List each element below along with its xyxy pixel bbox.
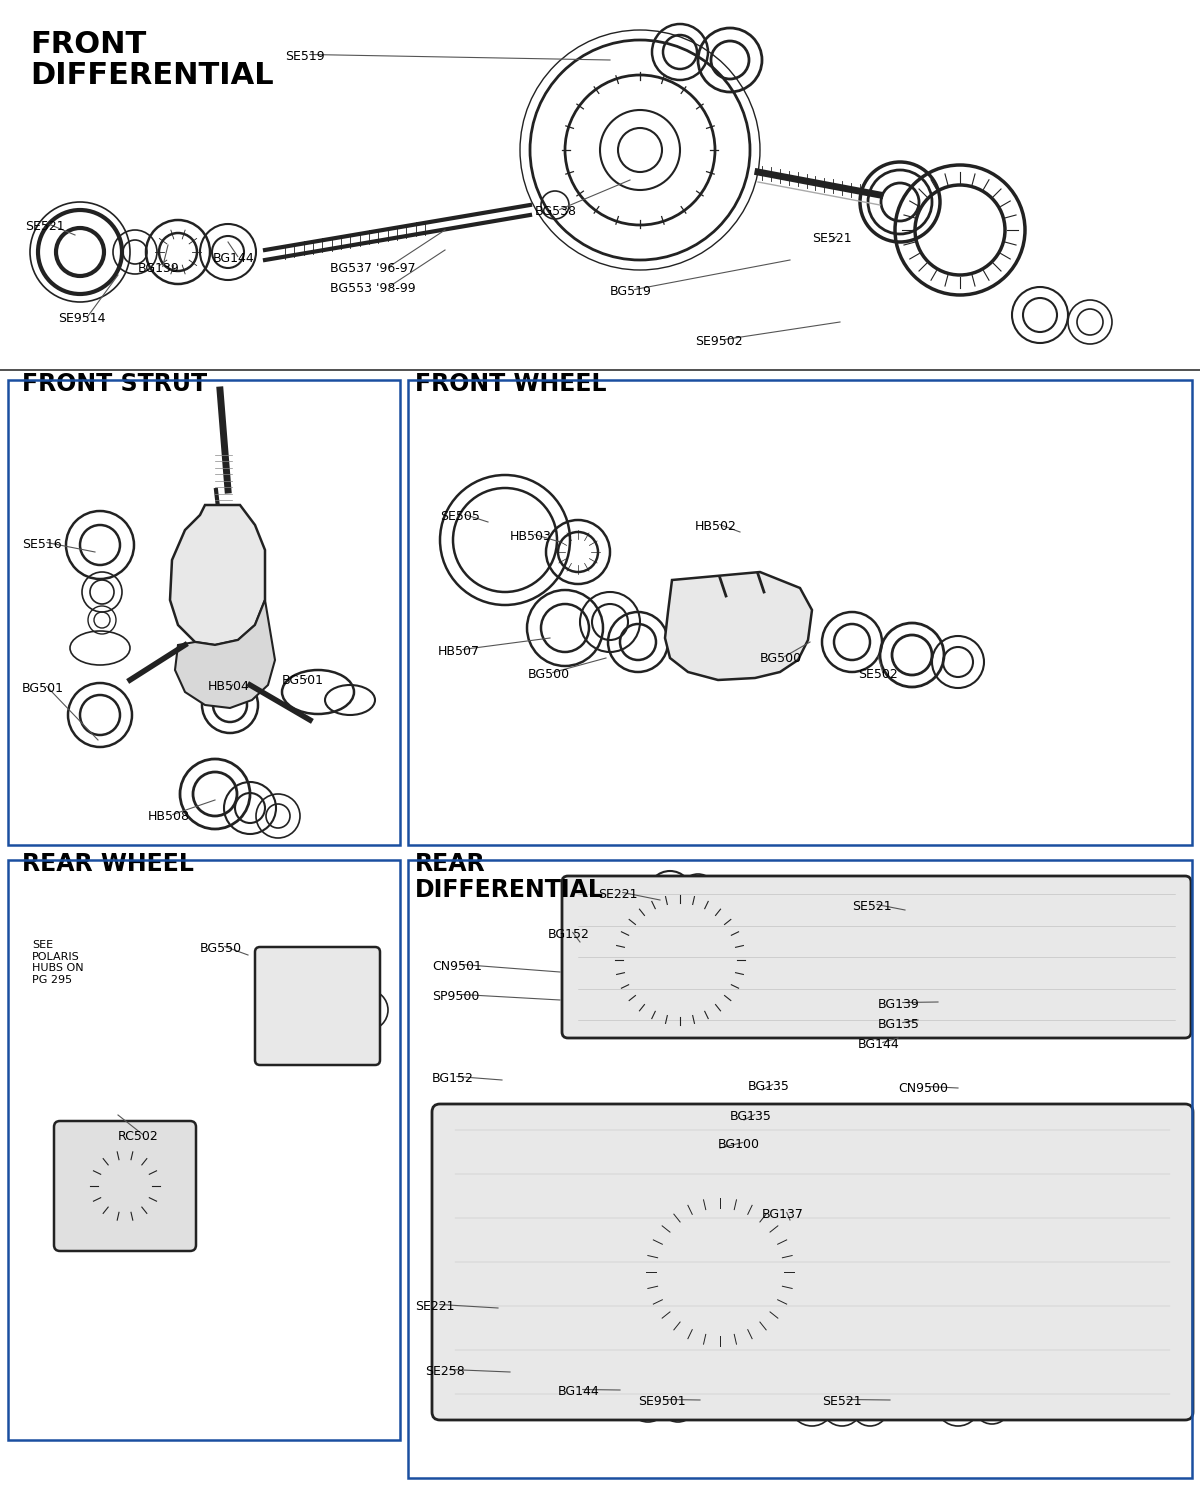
Text: SE502: SE502 [858,668,898,681]
Text: SE521: SE521 [25,220,65,232]
Text: SE221: SE221 [415,1300,455,1312]
Text: BG550: BG550 [200,942,242,956]
Text: SE9501: SE9501 [638,1395,685,1408]
Text: SE516: SE516 [22,538,61,550]
Bar [408,859,1192,1478]
Text: CN9500: CN9500 [898,1082,948,1095]
Text: CN9501: CN9501 [432,960,482,974]
Text: BG553 '98-99: BG553 '98-99 [330,282,415,296]
Text: BG139: BG139 [138,262,180,274]
Text: SE521: SE521 [822,1395,862,1408]
FancyBboxPatch shape [432,1104,1193,1420]
Text: BG501: BG501 [22,682,64,694]
Text: BG100: BG100 [718,1138,760,1150]
Text: BG500: BG500 [760,652,802,664]
Text: SE519: SE519 [286,50,325,63]
Text: FRONT STRUT: FRONT STRUT [22,372,208,396]
Text: FRONT
DIFFERENTIAL: FRONT DIFFERENTIAL [30,30,274,90]
Text: HB504: HB504 [208,680,250,693]
Polygon shape [665,572,812,680]
Text: SE505: SE505 [440,510,480,524]
Text: SE258: SE258 [425,1365,464,1378]
Text: BG537 '96-97: BG537 '96-97 [330,262,415,274]
Text: HB508: HB508 [148,810,190,824]
Text: SE221: SE221 [598,888,637,902]
Text: BG152: BG152 [432,1072,474,1084]
Bar [408,380,1192,844]
Polygon shape [175,600,275,708]
Text: FRONT WHEEL: FRONT WHEEL [415,372,606,396]
FancyBboxPatch shape [54,1120,196,1251]
Text: BG501: BG501 [282,674,324,687]
Text: BG144: BG144 [558,1384,600,1398]
Text: BG144: BG144 [858,1038,900,1052]
Text: HB507: HB507 [438,645,480,658]
Text: RC502: RC502 [118,1130,158,1143]
Text: BG152: BG152 [548,928,590,940]
Text: SP9500: SP9500 [432,990,479,1004]
Bar [8,380,400,844]
Text: BG139: BG139 [878,998,919,1011]
Text: BG538: BG538 [535,206,577,218]
Text: HB503: HB503 [510,530,552,543]
FancyBboxPatch shape [256,946,380,1065]
Text: SEE
POLARIS
HUBS ON
PG 295: SEE POLARIS HUBS ON PG 295 [32,940,84,986]
Text: SE9514: SE9514 [58,312,106,326]
Text: BG519: BG519 [610,285,652,298]
Polygon shape [170,506,265,645]
Text: BG500: BG500 [528,668,570,681]
Text: BG135: BG135 [748,1080,790,1094]
Text: BG144: BG144 [214,252,254,266]
Text: BG135: BG135 [878,1019,920,1031]
Text: SE9502: SE9502 [695,334,743,348]
Text: BG137: BG137 [762,1208,804,1221]
Text: SE521: SE521 [812,232,852,244]
Text: REAR
DIFFERENTIAL: REAR DIFFERENTIAL [415,852,604,901]
Text: REAR WHEEL: REAR WHEEL [22,852,194,876]
Text: BG135: BG135 [730,1110,772,1124]
Bar [8,859,400,1440]
Text: SE521: SE521 [852,900,892,914]
Text: HB502: HB502 [695,520,737,532]
FancyBboxPatch shape [562,876,1190,1038]
